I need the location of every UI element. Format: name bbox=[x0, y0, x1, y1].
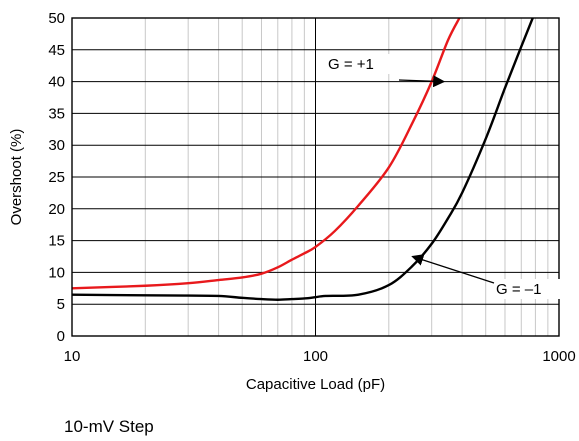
series-line-1 bbox=[71, 17, 534, 301]
y-tick-label: 20 bbox=[48, 201, 65, 218]
y-tick-label: 10 bbox=[48, 264, 65, 281]
annotation-arrow bbox=[411, 254, 495, 284]
annotation-label: G = –1 bbox=[496, 281, 541, 298]
y-tick-labels: 0 5 10 15 20 25 30 35 40 45 50 bbox=[48, 10, 65, 345]
annotation-label: G = +1 bbox=[328, 56, 374, 73]
x-tick-label: 100 bbox=[303, 348, 328, 365]
y-tick-label: 45 bbox=[48, 42, 65, 59]
annotation-arrow bbox=[398, 75, 446, 88]
y-axis-label: Overshoot (%) bbox=[8, 129, 25, 226]
annotation-background bbox=[492, 279, 562, 299]
annotation-layer: G = +1 G = –1 bbox=[324, 54, 562, 299]
y-tick-label: 50 bbox=[48, 10, 65, 27]
plot-frame bbox=[71, 17, 560, 337]
y-tick-label: 15 bbox=[48, 233, 65, 250]
x-tick-label: 10 bbox=[64, 348, 81, 365]
series-line-0 bbox=[71, 17, 461, 290]
x-tick-labels: 10 100 1000 bbox=[64, 348, 576, 365]
y-tick-label: 35 bbox=[48, 105, 65, 122]
y-tick-label: 0 bbox=[57, 328, 65, 345]
y-tick-label: 40 bbox=[48, 74, 65, 91]
x-axis-label: Capacitive Load (pF) bbox=[246, 376, 385, 393]
y-tick-label: 5 bbox=[57, 296, 65, 313]
footer-note: 10-mV Step bbox=[64, 417, 154, 436]
series-layer bbox=[71, 17, 534, 301]
x-tick-label: 1000 bbox=[542, 348, 575, 365]
y-tick-label: 30 bbox=[48, 137, 65, 154]
annotation-background bbox=[324, 54, 394, 74]
y-tick-label: 25 bbox=[48, 169, 65, 186]
